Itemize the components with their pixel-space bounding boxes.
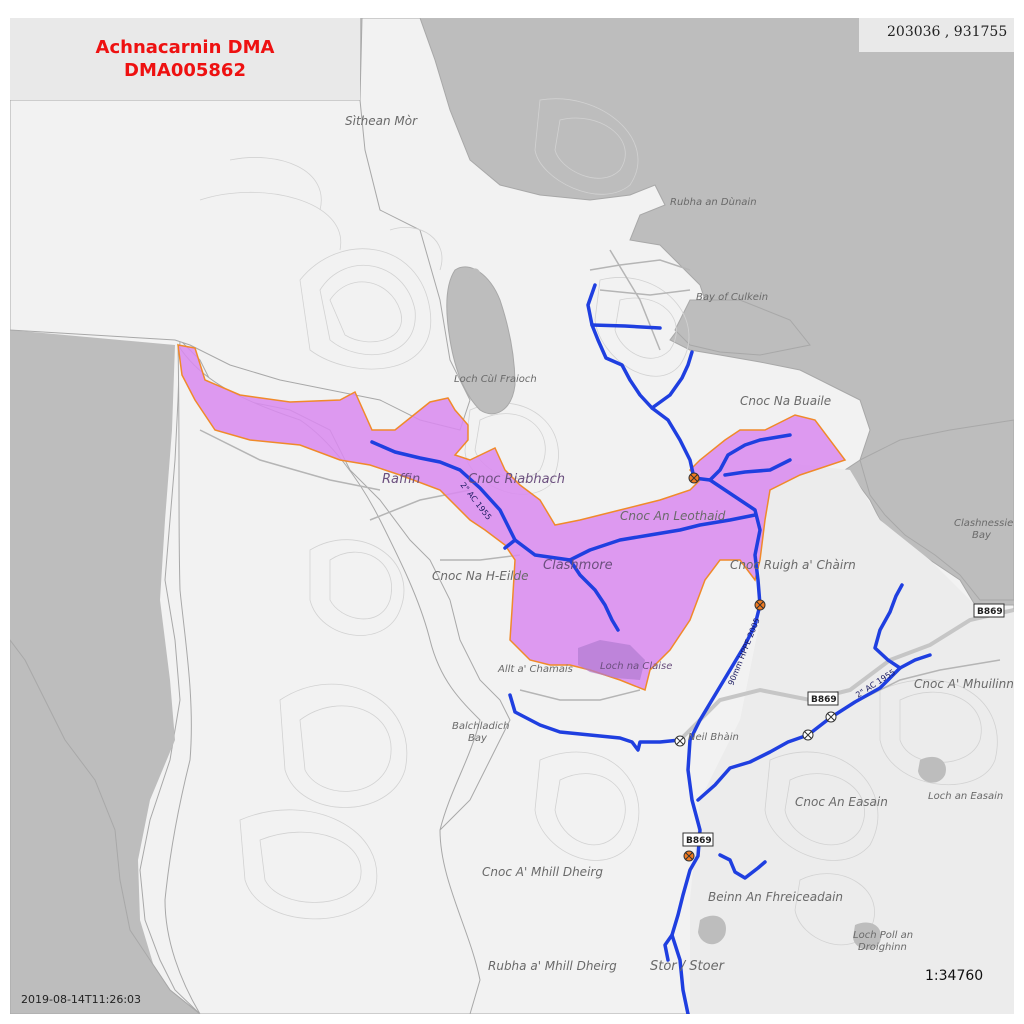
dma-boundary[interactable] bbox=[177, 344, 847, 692]
loch-small-4 bbox=[469, 268, 481, 281]
label-clashnessie-bay: Bay bbox=[972, 530, 992, 541]
road-badge-b869-mid: B869 bbox=[807, 691, 839, 706]
label-rubha-a-mhill-dheirg: Rubha a' Mhill Dheirg bbox=[488, 959, 617, 973]
road-badge-b869-south: B869 bbox=[682, 832, 714, 847]
svg-text:B869: B869 bbox=[977, 607, 1003, 617]
label-clashnessie: Clashnessie bbox=[954, 518, 1013, 529]
svg-text:B869: B869 bbox=[686, 836, 712, 846]
label-raffin: Raffin bbox=[382, 472, 420, 487]
label-cnoc-na-buaile: Cnoc Na Buaile bbox=[740, 394, 831, 408]
map-timestamp: 2019-08-14T11:26:03 bbox=[21, 993, 142, 1006]
sea-balchladich-bay bbox=[10, 639, 201, 1014]
label-loch-poll-an-droighinn: Droighinn bbox=[858, 942, 907, 953]
label-cnoc-na-h-eilde: Cnoc Na H-Eilde bbox=[432, 569, 529, 583]
map-view[interactable]: 2" AC 1955 90mm HPPE 2005 2" AC 1955 B86… bbox=[10, 18, 1014, 1014]
map-canvas[interactable]: 2" AC 1955 90mm HPPE 2005 2" AC 1955 B86… bbox=[10, 18, 1014, 1014]
dma-title-name: Achnacarnin DMA bbox=[95, 37, 275, 58]
place-labels: Sìthean Mòr Rubha an Dùnain Bay of Culke… bbox=[345, 114, 1014, 974]
svg-text:B869: B869 bbox=[811, 695, 837, 705]
label-loch-na-claise: Loch na Claise bbox=[600, 661, 672, 672]
water-mains[interactable] bbox=[370, 283, 932, 1014]
map-scale: 1:34760 bbox=[925, 968, 984, 984]
dma-title-panel: Achnacarnin DMA DMA005862 bbox=[10, 18, 360, 100]
label-beinn-an-fhreiceadain: Beinn An Fhreiceadain bbox=[708, 890, 843, 904]
label-loch-an-easain: Loch an Easain bbox=[928, 791, 1003, 802]
road-b869 bbox=[678, 608, 1014, 742]
label-cnoc-a-mhill-dheirg: Cnoc A' Mhill Dheirg bbox=[482, 865, 603, 879]
label-cnoc-an-easain: Cnoc An Easain bbox=[795, 795, 888, 809]
road-badge-b869-east: B869 bbox=[973, 603, 1005, 618]
loch-small-3 bbox=[918, 756, 946, 783]
label-sithean-mor: Sìthean Mòr bbox=[345, 114, 418, 128]
label-rubha-an-dunain: Rubha an Dùnain bbox=[670, 196, 757, 208]
label-bay-of-culkein: Bay of Culkein bbox=[696, 292, 768, 303]
minor-roads bbox=[199, 249, 1001, 701]
sea-clashnessie-bay bbox=[859, 419, 1014, 601]
sea-bay-of-culkein bbox=[674, 299, 811, 356]
valve-meter[interactable] bbox=[674, 472, 837, 862]
label-cnoc-riabhach: Cnoc Riabhach bbox=[468, 472, 565, 487]
label-cnoc-an-leothaid: Cnoc An Leothaid bbox=[620, 509, 726, 523]
label-cnoc-a-mhuilinn: Cnoc A' Mhuilinn bbox=[914, 677, 1014, 691]
dma-title-id: DMA005862 bbox=[124, 60, 246, 81]
label-balchladich-bay: Bay bbox=[468, 733, 488, 744]
label-clashmore: Clashmore bbox=[543, 558, 613, 573]
label-loch-poll-an: Loch Poll an bbox=[853, 930, 913, 941]
label-cnoc-ruigh-a-chairn: Cnoc Ruigh a' Chàirn bbox=[730, 558, 856, 572]
loch-cul-fraioch bbox=[446, 266, 516, 415]
label-stoer: Stor / Stoer bbox=[650, 959, 726, 974]
terrain-southeast bbox=[690, 460, 1014, 1014]
loch-small-1 bbox=[698, 915, 726, 945]
label-neil-bhain: Neil Bhàin bbox=[688, 731, 739, 743]
loch-small-2 bbox=[853, 922, 881, 950]
loch-na-claise bbox=[578, 640, 645, 680]
label-loch-cul-fraioch: Loch Cùl Fraioch bbox=[454, 373, 537, 385]
label-allt-a-chamais: Allt a' Chamais bbox=[497, 664, 573, 675]
cursor-coordinates: 203036 , 931755 bbox=[859, 18, 1014, 52]
label-balchladich: Balchladich bbox=[452, 721, 509, 732]
